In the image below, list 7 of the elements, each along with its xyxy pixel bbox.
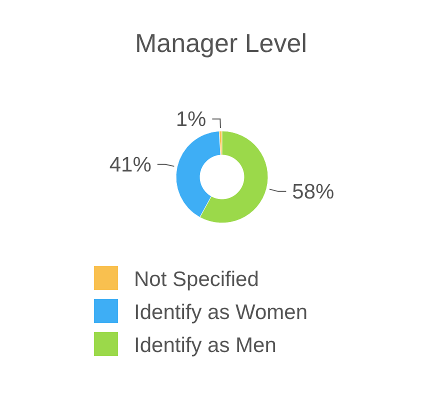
data-label: 41%	[109, 153, 152, 176]
legend-label: Identify as Men	[134, 334, 276, 357]
data-label: 58%	[292, 180, 334, 204]
chart-title: Manager Level	[135, 28, 307, 58]
legend-label: Not Specified	[134, 268, 259, 291]
data-label: 1%	[176, 108, 206, 132]
legend-label: Identify as Women	[134, 301, 308, 324]
